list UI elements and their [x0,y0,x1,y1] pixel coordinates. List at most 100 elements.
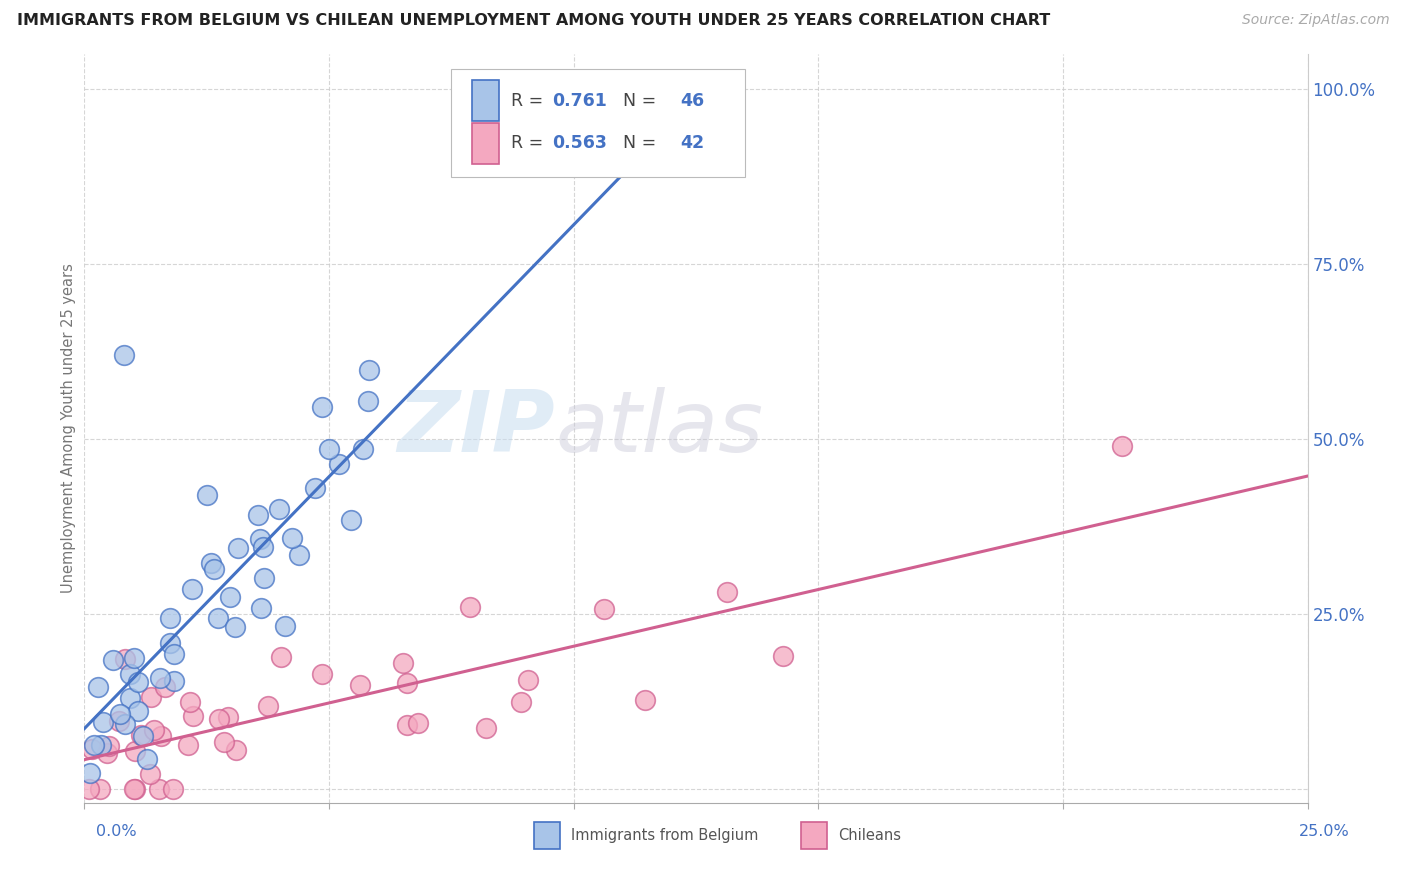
Point [349,678,371,692]
FancyBboxPatch shape [472,80,499,121]
Text: 0.0%: 0.0% [96,824,136,838]
Point [253,570,276,584]
Point [288,548,311,562]
Point [98,739,121,753]
Point [127,675,149,690]
Point [359,363,381,377]
Point [124,650,146,665]
Point [406,716,429,731]
Point [340,512,363,526]
Point [274,619,297,633]
Point [357,393,380,408]
Point [129,728,152,742]
Point [114,717,136,731]
Text: Immigrants from Belgium: Immigrants from Belgium [571,829,758,843]
Point [124,743,146,757]
Point [311,666,333,681]
Point [179,695,201,709]
Point [304,481,326,495]
Text: 46: 46 [681,92,704,110]
Text: 0.563: 0.563 [551,135,606,153]
Point [593,601,616,615]
Point [83,738,105,752]
Point [80,742,103,756]
Point [163,673,186,688]
Point [127,705,149,719]
FancyBboxPatch shape [451,69,745,178]
Point [214,735,236,749]
FancyBboxPatch shape [472,123,499,164]
Point [311,401,333,415]
Point [112,348,135,362]
Point [124,781,146,796]
Point [395,675,418,690]
Point [79,765,101,780]
Text: 25.0%: 25.0% [1299,824,1350,838]
Point [225,743,247,757]
Point [139,767,162,781]
Point [217,710,239,724]
Point [257,699,280,714]
Point [162,781,184,796]
Point [153,681,176,695]
Point [180,582,202,596]
Point [89,781,111,796]
Point [159,610,181,624]
Point [218,590,240,604]
Point [224,620,246,634]
Text: R =: R = [512,135,547,153]
Point [148,781,170,796]
Point [149,671,172,685]
Point [141,690,163,705]
Point [510,695,533,709]
Text: atlas: atlas [555,386,763,470]
Point [101,653,124,667]
Point [183,709,205,723]
Point [281,531,304,545]
Point [250,601,273,615]
Text: R =: R = [512,92,547,110]
Point [772,649,794,664]
Text: N =: N = [612,92,659,110]
Point [135,752,157,766]
Point [328,457,350,471]
Point [207,611,229,625]
Point [107,714,129,729]
Point [228,541,250,555]
Point [318,442,340,456]
Point [208,713,231,727]
Point [247,508,270,522]
Point [87,680,110,694]
Point [77,781,100,796]
Point [108,706,131,721]
Point [96,746,118,760]
Point [132,729,155,743]
Point [93,715,115,730]
Text: Chileans: Chileans [838,829,901,843]
Point [195,488,218,502]
Point [516,673,538,688]
Point [159,635,181,649]
Text: ZIP: ZIP [398,386,555,470]
Point [252,540,274,554]
Point [120,690,142,705]
Point [475,721,498,735]
Point [200,556,222,570]
Point [396,718,419,732]
Point [163,647,186,661]
Point [634,693,657,707]
Point [114,652,136,666]
Point [270,649,292,664]
Text: 42: 42 [681,135,704,153]
Text: N =: N = [612,135,659,153]
Point [143,723,166,738]
Text: IMMIGRANTS FROM BELGIUM VS CHILEAN UNEMPLOYMENT AMONG YOUTH UNDER 25 YEARS CORRE: IMMIGRANTS FROM BELGIUM VS CHILEAN UNEMP… [17,13,1050,29]
Point [267,502,290,516]
Text: 0.761: 0.761 [551,92,606,110]
Point [458,600,481,615]
Point [120,667,142,681]
Point [177,738,200,752]
Point [90,738,112,752]
Point [1111,439,1133,453]
Point [249,532,271,546]
